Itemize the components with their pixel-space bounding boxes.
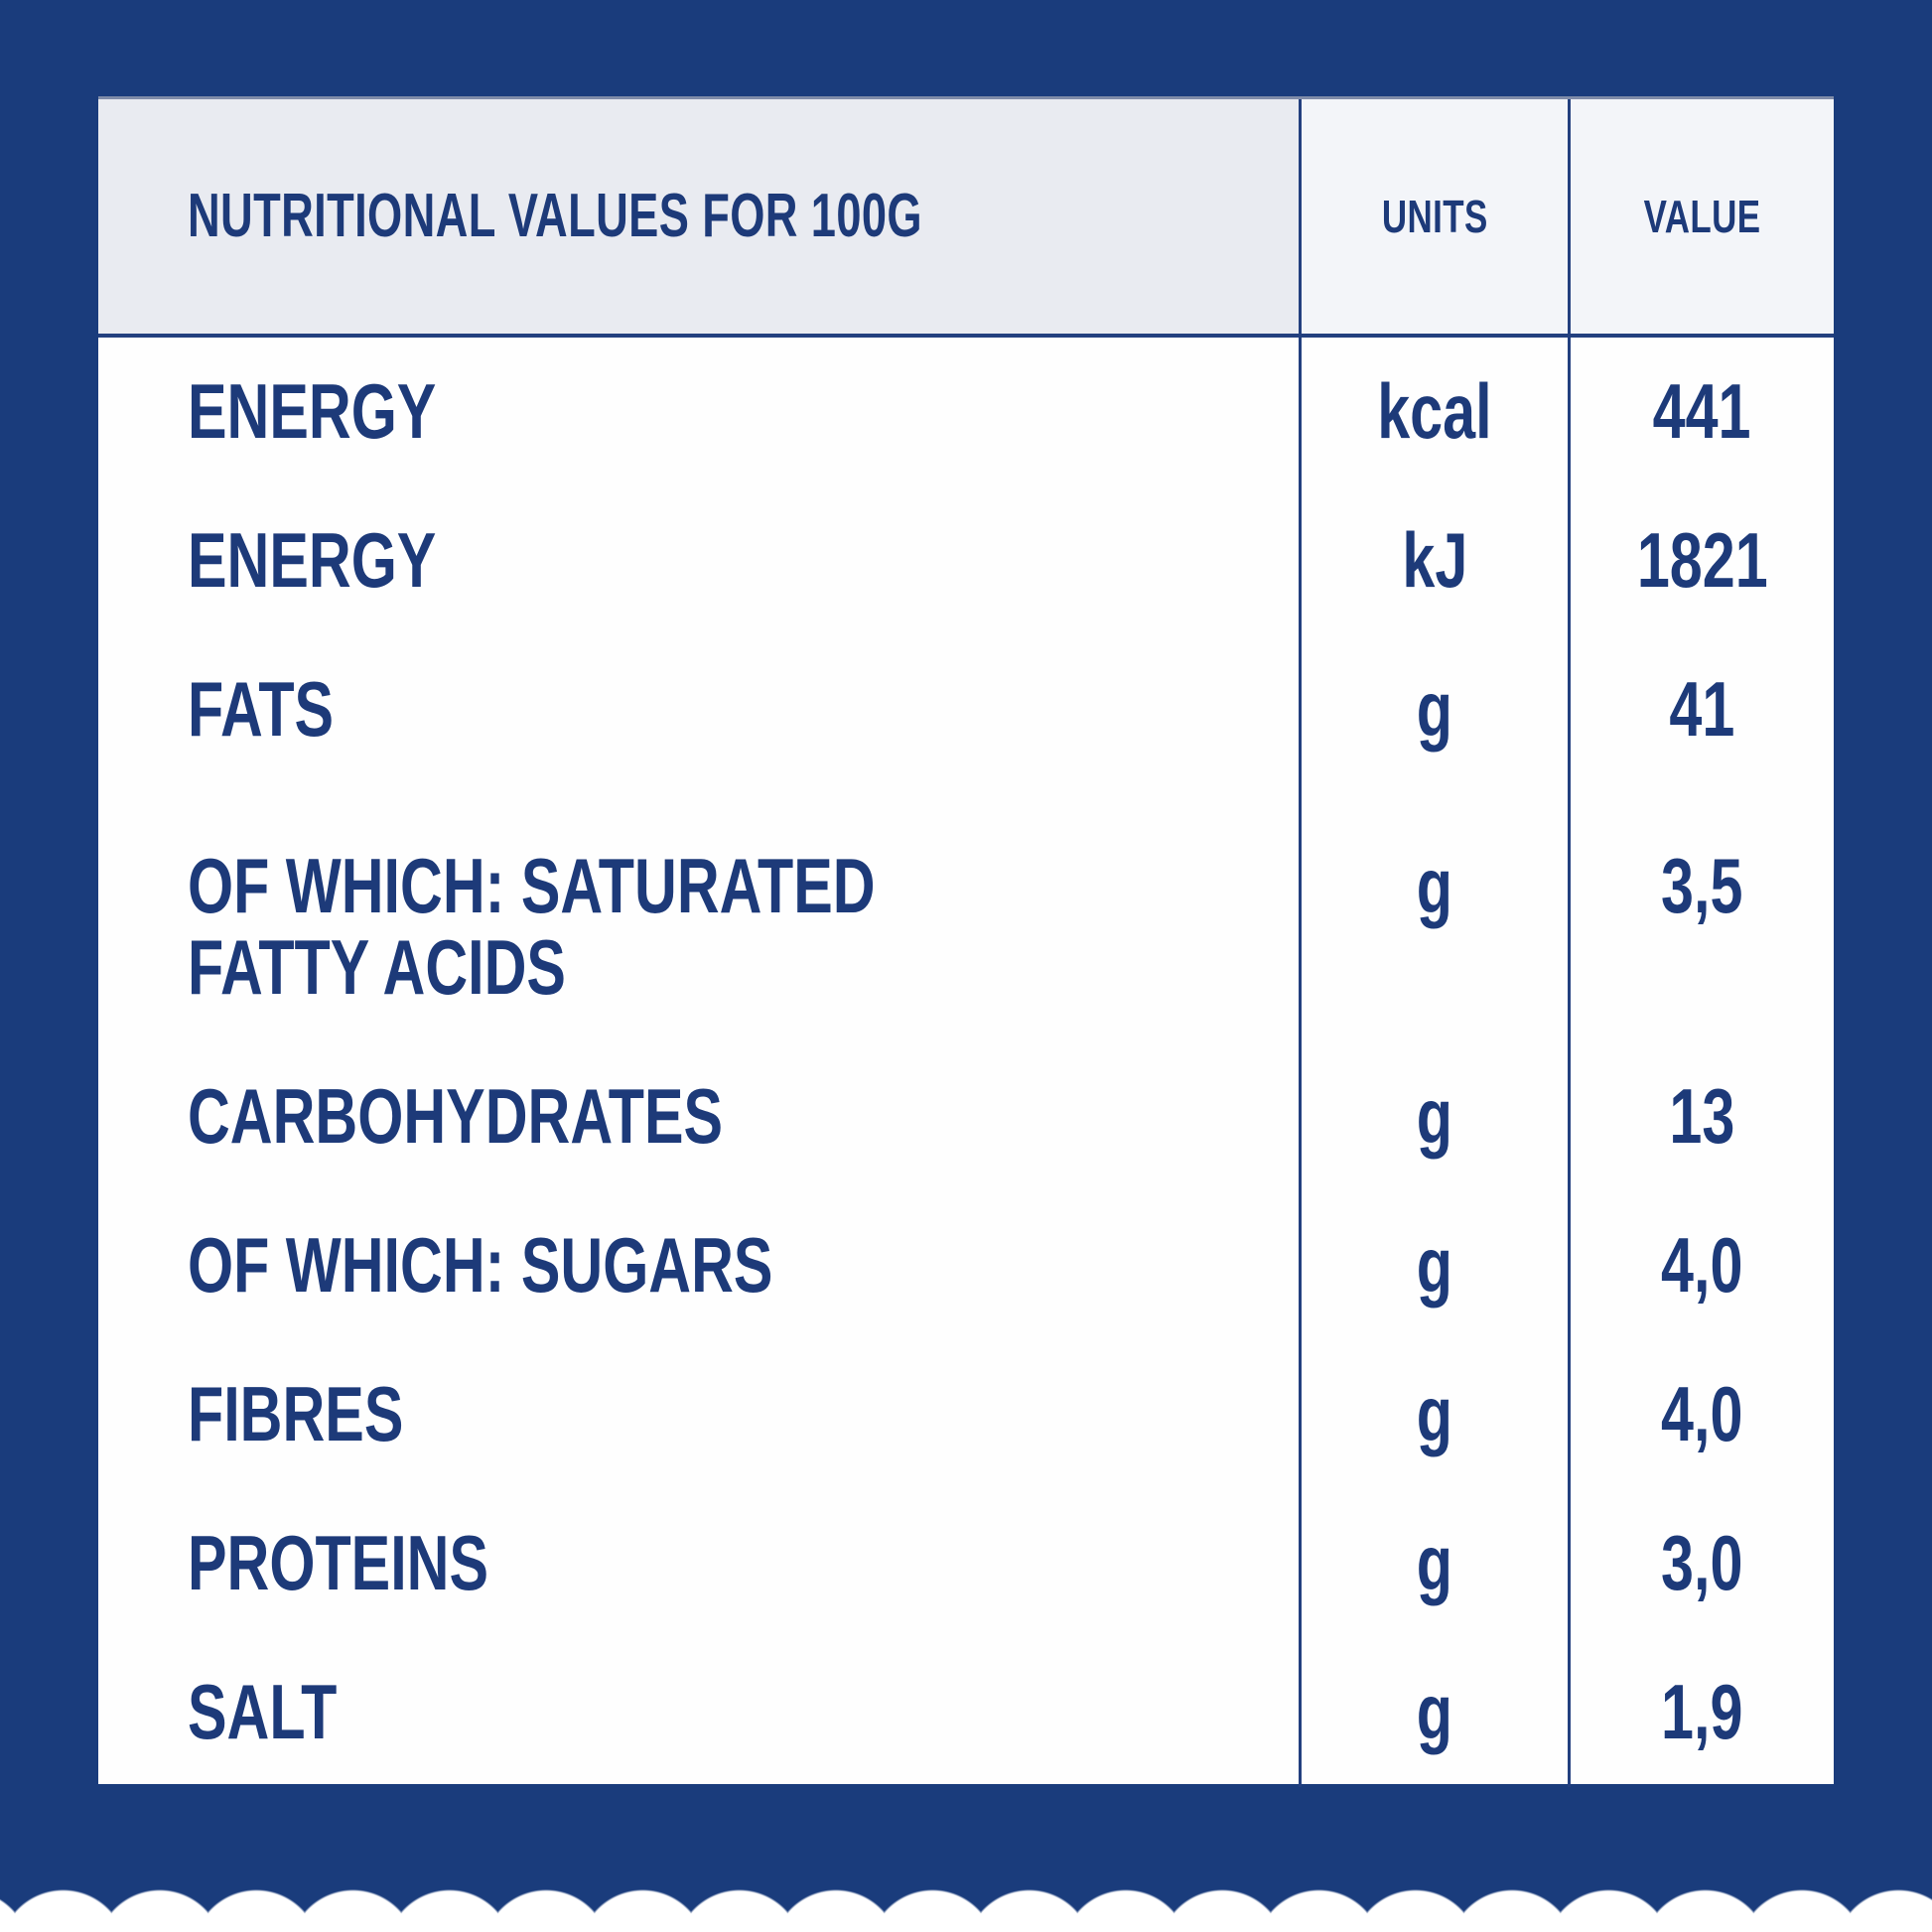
row-energy-kcal-label: ENERGY bbox=[98, 338, 1299, 486]
row-carbohydrates-label: CARBOHYDRATES bbox=[98, 1042, 1299, 1191]
row-proteins-unit: g bbox=[1299, 1489, 1568, 1638]
row-proteins-label: PROTEINS bbox=[98, 1489, 1299, 1638]
header-cell-title: NUTRITIONAL VALUES FOR 100G bbox=[98, 99, 1299, 338]
row-salt-label: SALT bbox=[98, 1638, 1299, 1787]
row-energy-kj-unit: kJ bbox=[1299, 486, 1568, 635]
row-unit: g bbox=[1416, 1370, 1453, 1458]
row-fats-label: FATS bbox=[98, 635, 1299, 784]
row-fibres-unit: g bbox=[1299, 1340, 1568, 1489]
row-salt-unit: g bbox=[1299, 1638, 1568, 1787]
row-label: SALT bbox=[188, 1668, 338, 1756]
row-value: 441 bbox=[1653, 367, 1751, 456]
row-carbohydrates-value: 13 bbox=[1568, 1042, 1834, 1191]
row-fats-unit: g bbox=[1299, 635, 1568, 784]
row-label: CARBOHYDRATES bbox=[188, 1072, 724, 1161]
row-label: ENERGY bbox=[188, 367, 437, 456]
row-sugars-value: 4,0 bbox=[1568, 1191, 1834, 1340]
row-unit: g bbox=[1416, 1221, 1453, 1310]
row-unit: g bbox=[1416, 842, 1453, 929]
row-salt-value: 1,9 bbox=[1568, 1638, 1834, 1787]
row-energy-kcal-unit: kcal bbox=[1299, 338, 1568, 486]
row-saturated-fatty-acids-label: OF WHICH: SATURATED FATTY ACIDS bbox=[98, 784, 1299, 1042]
row-value: 3,0 bbox=[1661, 1519, 1743, 1607]
units-column-header: UNITS bbox=[1381, 190, 1488, 242]
row-value: 1821 bbox=[1636, 516, 1768, 605]
nutrition-table: NUTRITIONAL VALUES FOR 100G UNITS VALUE … bbox=[98, 96, 1834, 1787]
row-unit: kJ bbox=[1402, 516, 1467, 605]
row-label: OF WHICH: SATURATED FATTY ACIDS bbox=[188, 842, 876, 1011]
row-sugars-label: OF WHICH: SUGARS bbox=[98, 1191, 1299, 1340]
row-energy-kcal-value: 441 bbox=[1568, 338, 1834, 486]
row-fats-value: 41 bbox=[1568, 635, 1834, 784]
row-fibres-label: FIBRES bbox=[98, 1340, 1299, 1489]
row-unit: kcal bbox=[1377, 367, 1492, 456]
row-saturated-fatty-acids-value: 3,5 bbox=[1568, 784, 1834, 1042]
value-column-header: VALUE bbox=[1643, 190, 1761, 242]
row-fibres-value: 4,0 bbox=[1568, 1340, 1834, 1489]
row-value: 41 bbox=[1669, 665, 1735, 754]
row-value: 13 bbox=[1669, 1072, 1735, 1161]
row-proteins-value: 3,0 bbox=[1568, 1489, 1834, 1638]
row-label: FATS bbox=[188, 665, 335, 754]
row-carbohydrates-unit: g bbox=[1299, 1042, 1568, 1191]
row-label: OF WHICH: SUGARS bbox=[188, 1221, 773, 1310]
row-label: FIBRES bbox=[188, 1370, 404, 1458]
row-value: 4,0 bbox=[1661, 1370, 1743, 1458]
row-value: 3,5 bbox=[1661, 842, 1743, 929]
scalloped-edge bbox=[0, 1837, 1932, 1932]
row-unit: g bbox=[1416, 1519, 1453, 1607]
row-label: ENERGY bbox=[188, 516, 437, 605]
row-unit: g bbox=[1416, 1668, 1453, 1756]
header-cell-units: UNITS bbox=[1299, 99, 1568, 338]
row-saturated-fatty-acids-unit: g bbox=[1299, 784, 1568, 1042]
row-unit: g bbox=[1416, 665, 1453, 754]
row-value: 4,0 bbox=[1661, 1221, 1743, 1310]
row-energy-kj-label: ENERGY bbox=[98, 486, 1299, 635]
row-value: 1,9 bbox=[1661, 1668, 1743, 1756]
header-cell-value: VALUE bbox=[1568, 99, 1834, 338]
table-title: NUTRITIONAL VALUES FOR 100G bbox=[188, 182, 922, 251]
row-unit: g bbox=[1416, 1072, 1453, 1161]
row-sugars-unit: g bbox=[1299, 1191, 1568, 1340]
row-label: PROTEINS bbox=[188, 1519, 489, 1607]
row-energy-kj-value: 1821 bbox=[1568, 486, 1834, 635]
